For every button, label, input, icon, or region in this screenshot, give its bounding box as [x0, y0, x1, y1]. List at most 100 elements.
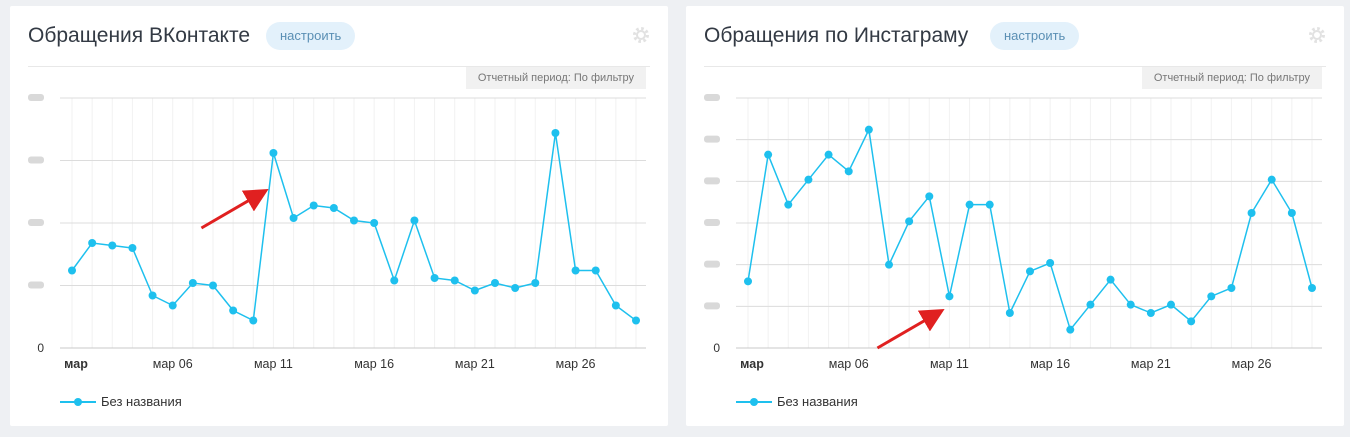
- legend-label: Без названия: [101, 394, 182, 409]
- chart-legend[interactable]: Без названия: [736, 394, 858, 409]
- gear-icon[interactable]: [632, 26, 650, 44]
- y-tick-label-blurred: [704, 177, 720, 185]
- vk-requests-card: Обращения ВКонтакте настроить Отчетный п…: [10, 6, 668, 426]
- line-chart: 0 мар мар 06 мар 11 мар 16 мар 21 мар 26: [704, 94, 1322, 371]
- data-point: [108, 241, 117, 250]
- data-point: [410, 216, 419, 225]
- y-tick-label: 0: [37, 341, 44, 355]
- data-point: [905, 217, 914, 226]
- data-point: [632, 316, 640, 325]
- data-point: [511, 284, 520, 292]
- gear-icon[interactable]: [1308, 26, 1326, 44]
- data-point: [885, 260, 893, 269]
- data-point: [68, 266, 76, 275]
- data-point: [1187, 317, 1196, 326]
- setup-button[interactable]: настроить: [266, 22, 356, 50]
- data-point: [88, 239, 97, 247]
- y-tick-label-blurred: [704, 135, 720, 143]
- y-tick-label-blurred: [28, 281, 44, 289]
- data-point: [229, 306, 238, 315]
- data-point: [269, 149, 278, 157]
- instagram-requests-card: Обращения по Инстаграму настроить Отчетн…: [686, 6, 1344, 426]
- data-point: [249, 316, 258, 325]
- data-point: [965, 200, 974, 209]
- data-point: [1207, 292, 1216, 301]
- data-point: [1308, 284, 1316, 292]
- data-point: [1167, 300, 1175, 309]
- data-point: [1066, 325, 1075, 334]
- data-point: [591, 266, 600, 275]
- x-tick-label: мар 26: [1232, 357, 1272, 371]
- x-tick-label: мар 26: [556, 357, 596, 371]
- data-point: [430, 274, 439, 282]
- data-point: [611, 301, 620, 310]
- data-point: [450, 276, 459, 285]
- data-point: [844, 167, 853, 176]
- x-tick-label: мар 11: [930, 357, 969, 371]
- y-tick-label-blurred: [28, 94, 44, 101]
- data-point: [571, 266, 580, 275]
- data-point: [1146, 309, 1155, 317]
- legend-label: Без названия: [777, 394, 858, 409]
- data-point: [531, 279, 540, 287]
- x-tick-label: мар 16: [1030, 357, 1070, 371]
- data-point: [784, 200, 793, 209]
- x-tick-label: мар 16: [354, 357, 394, 371]
- data-point: [985, 200, 994, 209]
- data-point: [1267, 175, 1276, 184]
- data-point: [1046, 259, 1055, 267]
- x-tick-label: мар 21: [1131, 357, 1171, 371]
- x-tick-label: мар 06: [829, 357, 869, 371]
- data-point: [945, 292, 954, 301]
- data-point: [491, 279, 499, 287]
- data-point: [864, 125, 873, 134]
- x-tick-label: мар 11: [254, 357, 293, 371]
- data-point: [1287, 209, 1296, 217]
- data-point: [1005, 309, 1014, 317]
- data-point: [148, 291, 157, 300]
- data-point: [1026, 267, 1034, 276]
- data-point: [309, 201, 318, 210]
- data-point: [744, 277, 752, 286]
- report-period-label: Отчетный период: По фильтру: [1141, 67, 1322, 89]
- y-tick-label-blurred: [704, 302, 720, 310]
- y-tick-label-blurred: [704, 260, 720, 268]
- data-point: [350, 216, 358, 225]
- data-point: [1086, 300, 1095, 309]
- legend-marker: [736, 397, 772, 406]
- chart-legend[interactable]: Без названия: [60, 394, 182, 409]
- data-point: [168, 301, 177, 310]
- x-tick-label: мар: [740, 357, 764, 371]
- data-point: [188, 279, 197, 287]
- report-period-label: Отчетный период: По фильтру: [465, 67, 646, 89]
- x-tick-label: мар 21: [455, 357, 495, 371]
- setup-button[interactable]: настроить: [990, 22, 1080, 50]
- data-point: [1126, 300, 1135, 309]
- data-point: [1247, 209, 1256, 217]
- chart-title: Обращения по Инстаграму: [704, 24, 969, 47]
- line-chart: 0 мар мар 06 мар 11 мар 16 мар 21 мар 26: [28, 94, 646, 371]
- data-point: [804, 175, 813, 184]
- y-tick-label-blurred: [28, 156, 44, 164]
- x-tick-label: мар 06: [153, 357, 193, 371]
- data-point: [209, 281, 217, 290]
- data-point: [764, 150, 773, 159]
- chart-title: Обращения ВКонтакте: [28, 24, 251, 47]
- y-tick-label-blurred: [28, 219, 44, 226]
- data-point: [1106, 275, 1115, 284]
- y-tick-label: 0: [713, 341, 720, 355]
- legend-marker: [60, 397, 96, 406]
- header-divider: [28, 66, 650, 67]
- y-tick-label-blurred: [704, 94, 720, 101]
- data-point: [289, 214, 298, 222]
- data-point: [551, 129, 560, 137]
- data-point: [470, 286, 479, 295]
- data-point: [1227, 284, 1236, 292]
- data-point: [824, 150, 833, 159]
- data-point: [390, 276, 399, 285]
- data-point: [370, 219, 379, 227]
- data-point: [128, 244, 137, 252]
- header-divider: [704, 66, 1326, 67]
- data-point: [925, 192, 934, 201]
- data-point: [329, 204, 338, 212]
